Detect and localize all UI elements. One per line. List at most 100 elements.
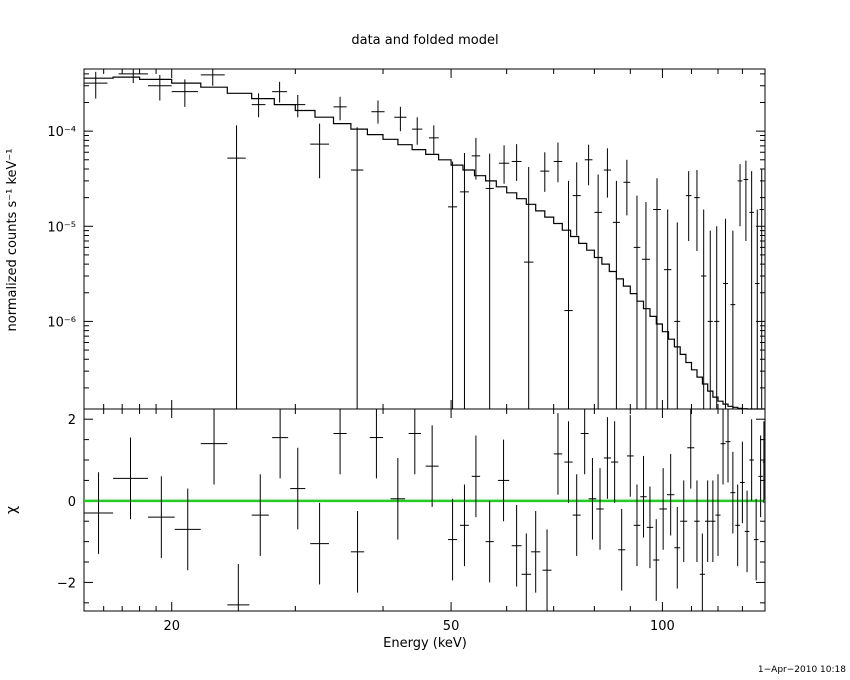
residual-point	[618, 508, 626, 591]
residual-point	[408, 409, 421, 475]
residual-point	[531, 511, 541, 593]
residual-point	[350, 511, 365, 593]
residual-point	[200, 409, 228, 485]
residual-point	[687, 409, 695, 489]
data-point	[272, 81, 288, 103]
data-point	[227, 125, 246, 409]
residual-point	[521, 533, 532, 611]
residual-point	[333, 409, 347, 475]
data-point	[84, 71, 108, 99]
residual-point	[251, 474, 269, 556]
residual-point	[553, 413, 563, 495]
data-point	[118, 69, 148, 84]
data-point	[147, 74, 172, 101]
residual-point	[448, 498, 458, 581]
data-point	[171, 79, 198, 107]
data-point	[371, 100, 385, 124]
data-points	[84, 69, 764, 409]
residual-point	[369, 409, 384, 479]
data-point	[564, 180, 573, 409]
residual-point	[471, 435, 481, 518]
data-point	[251, 93, 266, 118]
residual-point	[603, 417, 612, 499]
residual-point	[633, 484, 641, 567]
data-point	[755, 209, 760, 409]
residual-point	[485, 500, 494, 583]
y-tick-label: 10⁻⁵	[47, 220, 76, 235]
residual-point	[758, 435, 763, 518]
lower-y-tick-labels: −2 0 2	[57, 413, 76, 591]
residual-point	[653, 519, 660, 601]
lower-plot-frame	[83, 408, 766, 612]
data-point	[511, 144, 522, 181]
residual-point	[749, 419, 754, 501]
residual-point	[572, 474, 581, 556]
residual-point	[674, 506, 681, 589]
residual-point	[611, 421, 619, 503]
data-point	[759, 168, 764, 409]
residual-point	[659, 468, 667, 550]
data-point	[743, 160, 749, 242]
data-point	[612, 180, 620, 409]
residual-point	[694, 480, 700, 563]
residual-point	[646, 486, 654, 569]
residual-point	[762, 421, 765, 503]
model-step-path	[84, 76, 765, 410]
residual-point	[626, 415, 634, 497]
residual-point	[715, 474, 721, 556]
data-point	[290, 94, 306, 118]
residual-point	[147, 476, 175, 558]
upper-ticks	[84, 69, 766, 409]
data-point	[685, 171, 692, 242]
residual-point	[699, 533, 706, 611]
residual-point	[497, 439, 510, 522]
data-point	[498, 145, 510, 184]
data-point	[641, 201, 650, 409]
x-axis-label: Energy (keV)	[383, 636, 467, 651]
data-point	[674, 222, 681, 409]
y-tick-label: 0	[68, 495, 76, 510]
data-point	[310, 123, 329, 179]
residual-points	[84, 409, 765, 611]
y-tick-label: 10⁻⁶	[47, 315, 76, 330]
residual-point	[725, 409, 731, 483]
chart-title: data and folded model	[351, 33, 498, 48]
residual-point	[730, 451, 736, 534]
data-point	[412, 117, 423, 145]
residual-point	[680, 480, 688, 563]
residual-point	[227, 564, 250, 611]
data-point	[707, 230, 713, 409]
residual-point	[705, 480, 711, 563]
residual-point	[710, 480, 716, 563]
data-point	[723, 218, 728, 409]
upper-y-tick-labels: 10⁻⁶ 10⁻⁵ 10⁻⁴	[47, 125, 76, 330]
residual-point	[174, 488, 201, 571]
residual-point	[740, 441, 745, 524]
residual-point	[735, 484, 741, 567]
data-point	[694, 170, 700, 251]
data-point	[448, 161, 458, 409]
data-point	[633, 195, 641, 409]
data-point	[701, 209, 707, 409]
y-tick-label: −2	[57, 576, 76, 591]
x-tick-label: 20	[163, 619, 180, 634]
residual-point	[542, 529, 552, 611]
residual-point	[390, 457, 406, 540]
residual-point	[666, 453, 675, 536]
residual-point	[753, 498, 759, 581]
residual-point	[588, 457, 597, 540]
residual-point	[113, 437, 148, 520]
data-point	[553, 142, 563, 183]
data-point	[663, 209, 672, 409]
data-point	[471, 137, 481, 180]
residual-point	[84, 472, 114, 554]
residual-point	[564, 421, 573, 503]
residual-point	[511, 504, 522, 587]
data-point	[749, 171, 754, 409]
data-point	[523, 166, 534, 409]
residual-point	[720, 409, 726, 485]
data-point	[394, 106, 407, 132]
residual-point	[744, 490, 750, 573]
data-point	[485, 153, 494, 409]
y-tick-label: 2	[68, 413, 76, 428]
